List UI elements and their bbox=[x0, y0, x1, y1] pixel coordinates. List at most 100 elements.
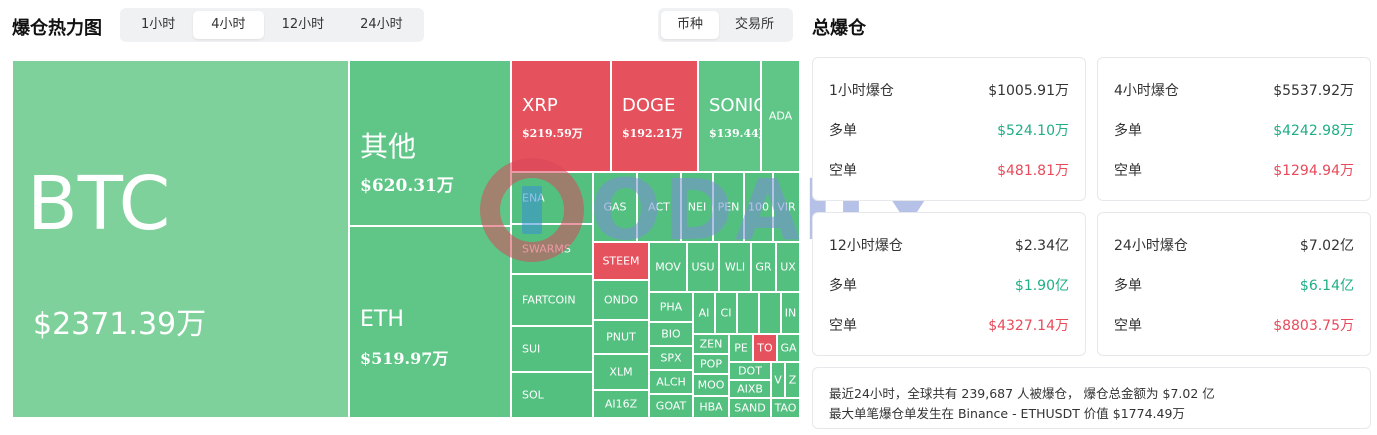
tab-24h[interactable]: 24小时 bbox=[360, 17, 403, 32]
tile-name: IN bbox=[784, 306, 797, 320]
tile-ai16z[interactable]: AI16Z bbox=[593, 390, 649, 418]
tile-name: PEN bbox=[717, 200, 740, 214]
tile-usu[interactable]: USU bbox=[687, 242, 719, 292]
tile-spx[interactable]: SPX bbox=[649, 346, 693, 370]
tile-name: ADA bbox=[768, 109, 793, 123]
tile-vir[interactable]: VIR bbox=[773, 172, 800, 242]
tile-name: TAO bbox=[774, 401, 797, 415]
tile-to[interactable]: TO bbox=[753, 334, 777, 362]
tile-v[interactable]: V bbox=[771, 362, 785, 398]
tile-name: ENA bbox=[522, 191, 545, 205]
tile-nei[interactable]: NEI bbox=[681, 172, 713, 242]
tile-name: V bbox=[774, 373, 782, 387]
tile-z[interactable]: Z bbox=[785, 362, 800, 398]
tile-name: PHA bbox=[659, 300, 683, 314]
tile-pha[interactable]: PHA bbox=[649, 292, 693, 322]
tile-name: Z bbox=[788, 373, 797, 387]
tab-1h[interactable]: 1小时 bbox=[141, 17, 176, 32]
short-value: $481.81万 bbox=[997, 163, 1069, 179]
stat-total: $5537.92万 bbox=[1273, 83, 1354, 99]
tile-name: GA bbox=[780, 341, 797, 355]
tile-sol[interactable]: SOL bbox=[511, 372, 593, 418]
tile-name: DOGE bbox=[622, 95, 676, 116]
tile-extra-2[interactable] bbox=[759, 292, 781, 334]
tile-name: BIO bbox=[661, 327, 681, 341]
stat-label: 12小时爆仓 bbox=[829, 238, 903, 254]
tile-ai[interactable]: AI bbox=[693, 292, 715, 334]
tile-pnut[interactable]: PNUT bbox=[593, 320, 649, 354]
tile-name: BTC bbox=[27, 161, 171, 247]
stat-total: $1005.91万 bbox=[988, 83, 1069, 99]
tile-ondo[interactable]: ONDO bbox=[593, 280, 649, 320]
tab-4h[interactable]: 4小时 bbox=[193, 11, 264, 39]
tile-goat[interactable]: GOAT bbox=[649, 394, 693, 418]
tile-pen[interactable]: PEN bbox=[713, 172, 744, 242]
tile-ga[interactable]: GA bbox=[777, 334, 800, 362]
tile-name: HBA bbox=[699, 400, 723, 414]
tile-other[interactable]: 其他 $620.31万 bbox=[349, 60, 511, 226]
short-label: 空单 bbox=[829, 318, 857, 334]
tile-swarms[interactable]: SWARMS bbox=[511, 224, 593, 274]
long-label: 多单 bbox=[1114, 123, 1142, 139]
long-value: $524.10万 bbox=[997, 123, 1069, 139]
tab-coin[interactable]: 币种 bbox=[661, 11, 720, 39]
tile-steem[interactable]: STEEM bbox=[593, 242, 649, 280]
tile-mov[interactable]: MOV bbox=[649, 242, 687, 292]
tile-ux[interactable]: UX bbox=[776, 242, 800, 292]
stat-total: $2.34亿 bbox=[1014, 238, 1069, 254]
tile-pop[interactable]: POP bbox=[693, 354, 729, 374]
tile-name: ONDO bbox=[603, 293, 638, 307]
tile-zen[interactable]: ZEN bbox=[693, 334, 729, 354]
tile-sonic[interactable]: SONIC $139.44万 bbox=[698, 60, 761, 172]
long-value: $1.90亿 bbox=[1014, 278, 1069, 294]
tile-alch[interactable]: ALCH bbox=[649, 370, 693, 394]
stat-total: $7.02亿 bbox=[1299, 238, 1354, 254]
tab-exchange[interactable]: 交易所 bbox=[735, 17, 775, 32]
tile-hba[interactable]: HBA bbox=[693, 396, 729, 418]
tile-gas[interactable]: GAS bbox=[593, 172, 637, 242]
tile-moo[interactable]: MOO bbox=[693, 374, 729, 396]
stat-label: 1小时爆仓 bbox=[829, 83, 894, 99]
stat-card-24h: 24小时爆仓 $7.02亿 多单 $6.14亿 空单 $8803.75万 bbox=[1097, 212, 1371, 356]
tile-name: UX bbox=[780, 260, 796, 274]
liquidation-treemap: BTC $2371.39万 其他 $620.31万 ETH $519.97万 X… bbox=[12, 60, 800, 418]
stat-card-4h: 4小时爆仓 $5537.92万 多单 $4242.98万 空单 $1294.94万 bbox=[1097, 57, 1371, 201]
stat-card-12h: 12小时爆仓 $2.34亿 多单 $1.90亿 空单 $4327.14万 bbox=[812, 212, 1086, 356]
tile-extra-1[interactable] bbox=[737, 292, 759, 334]
tile-xlm[interactable]: XLM bbox=[593, 354, 649, 390]
tile-100[interactable]: 100 bbox=[744, 172, 773, 242]
tile-value: $139.44万 bbox=[709, 127, 760, 140]
tile-tao[interactable]: TAO bbox=[771, 398, 800, 418]
tile-name: 100 bbox=[748, 200, 769, 214]
stat-label: 24小时爆仓 bbox=[1114, 238, 1188, 254]
tile-name: WLI bbox=[724, 260, 746, 274]
tile-ci[interactable]: CI bbox=[715, 292, 737, 334]
tile-sui[interactable]: SUI bbox=[511, 326, 593, 372]
tile-ena[interactable]: ENA bbox=[511, 172, 593, 224]
tile-name: PE bbox=[734, 341, 748, 355]
tile-name: VIR bbox=[777, 200, 796, 214]
tile-act[interactable]: ACT bbox=[637, 172, 681, 242]
tile-btc[interactable]: BTC $2371.39万 bbox=[12, 60, 349, 418]
tile-name: NEI bbox=[687, 200, 707, 214]
tile-ada[interactable]: ADA bbox=[761, 60, 800, 172]
tile-name: TO bbox=[757, 341, 773, 355]
tile-wli[interactable]: WLI bbox=[719, 242, 751, 292]
summary-line-1: 最近24小时，全球共有 239,687 人被爆仓， 爆仓总金额为 $7.02 亿 bbox=[829, 386, 1215, 401]
tile-eth[interactable]: ETH $519.97万 bbox=[349, 226, 511, 418]
tile-name: USU bbox=[691, 260, 715, 274]
tile-gr[interactable]: GR bbox=[751, 242, 776, 292]
tab-12h[interactable]: 12小时 bbox=[281, 17, 325, 32]
tile-pe[interactable]: PE bbox=[729, 334, 753, 362]
tile-bio[interactable]: BIO bbox=[649, 322, 693, 346]
tile-in[interactable]: IN bbox=[781, 292, 800, 334]
tile-sand[interactable]: SAND bbox=[729, 398, 771, 418]
tile-doge[interactable]: DOGE $192.21万 bbox=[611, 60, 698, 172]
tile-dot[interactable]: DOT bbox=[729, 362, 771, 380]
tile-xrp[interactable]: XRP $219.59万 bbox=[511, 60, 611, 172]
tile-fartcoin[interactable]: FARTCOIN bbox=[511, 274, 593, 326]
tile-name: AIXB bbox=[737, 382, 763, 396]
tile-aixb[interactable]: AIXB bbox=[729, 380, 771, 398]
page-title: 爆仓热力图 bbox=[12, 18, 102, 39]
tile-name: MOV bbox=[655, 260, 681, 274]
